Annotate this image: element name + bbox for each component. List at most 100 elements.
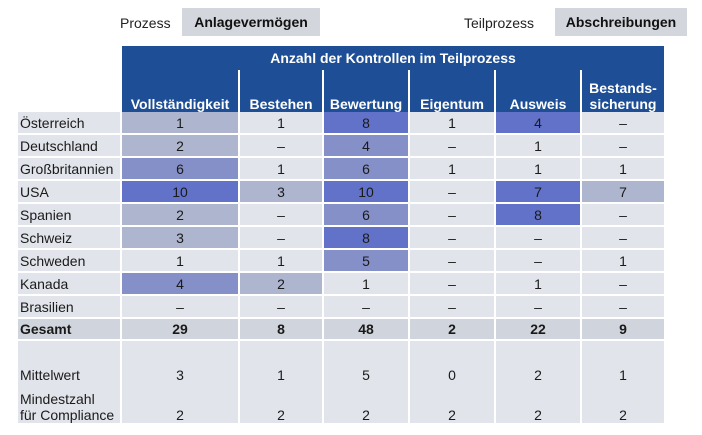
row-label: Kanada [18,273,120,296]
table-cell: – [408,204,494,227]
column-header-line2: Eigentum [420,96,484,112]
table-cell: 7 [494,181,580,204]
mindestzahl-value: 2 [277,407,285,423]
table-cell: – [580,273,664,296]
table-cell: – [408,227,494,250]
table-cell: – [120,296,238,319]
column-header: Vollständigkeit [120,70,238,112]
table-cell: – [580,296,664,319]
row-label: USA [18,181,120,204]
mindestzahl-value: 2 [448,407,456,423]
table-cell: 2 [120,204,238,227]
stats-row: Mittelwert Mindestzahl für Compliance 3 2 1 2 5… [18,341,664,423]
table-cell: 8 [494,204,580,227]
table-cell: 1 [322,273,408,296]
table-cell: – [494,250,580,273]
row-label: Deutschland [18,135,120,158]
mindestzahl-label-1: Mindestzahl [20,391,95,407]
table-cell: 1 [238,112,322,135]
mittelwert-value: 0 [448,367,456,383]
row-label: Brasilien [18,296,120,319]
table-cell: – [580,227,664,250]
mittelwert-value: 1 [277,367,285,383]
table-cell: – [494,296,580,319]
column-header-line2: Bestehen [249,96,313,112]
table-row: Brasilien – – – – – – [18,296,664,319]
stats-spacer [496,383,580,407]
table-cell: 1 [238,250,322,273]
column-header-line2: Ausweis [509,96,567,112]
table-row: Großbritannien 6 1 6 1 1 1 [18,158,664,181]
table-cell: 2 [238,273,322,296]
table-row: Schweden 1 1 5– –1 [18,250,664,273]
column-header-blank [18,70,120,112]
header-blank [18,46,120,70]
table-cell: 1 [120,250,238,273]
stats-spacer [122,383,238,407]
table-row: USA 10 3 10–7 7 [18,181,664,204]
prozess-value: Anlagevermögen [182,8,320,36]
stats-gap [240,341,322,367]
table-cell: 8 [322,112,408,135]
mittelwert-value: 3 [176,367,184,383]
table-cell: 10 [322,181,408,204]
table-cell: 1 [580,250,664,273]
mindestzahl-value: 2 [362,407,370,423]
table-row: Kanada 4 2 1–1– [18,273,664,296]
column-header: Bestehen [238,70,322,112]
table-cell: 1 [494,273,580,296]
total-cell: 2 [408,319,494,341]
table-cell: – [322,296,408,319]
column-header-line2: Vollständigkeit [130,96,230,112]
table-cell: 8 [322,227,408,250]
table-cell: – [580,112,664,135]
stats-spacer [324,383,408,407]
teilprozess-value: Abschreibungen [555,8,687,36]
stats-spacer [240,383,322,407]
table-cell: – [408,273,494,296]
controls-table: Anzahl der Kontrollen im Teilprozess Vol… [18,46,664,423]
teilprozess-label: Teilprozess [464,15,535,31]
total-row: Gesamt 29 8 48 2 22 9 [18,319,664,341]
table-cell: – [238,204,322,227]
table-row: Deutschland 2–4–1– [18,135,664,158]
table-cell: 3 [120,227,238,250]
total-cell: 9 [580,319,664,341]
table-row: Spanien 2–6–8– [18,204,664,227]
table-cell: – [238,296,322,319]
table-cell: 1 [408,158,494,181]
table-cell: 4 [322,135,408,158]
table-cell: – [494,227,580,250]
mittelwert-value: 2 [534,367,542,383]
mindestzahl-label-2: für Compliance [20,407,115,423]
table-cell: – [408,181,494,204]
total-cell: 22 [494,319,580,341]
row-label: Großbritannien [18,158,120,181]
column-header-line2: Bewertung [329,96,403,112]
column-header-line1: Bestands- [589,80,657,96]
table-cell: – [408,135,494,158]
stats-gap [496,341,580,367]
table-cell: 4 [494,112,580,135]
prozess-label: Prozess [120,15,171,31]
stats-spacer [410,383,494,407]
table-cell: 2 [120,135,238,158]
table-cell: 1 [408,112,494,135]
column-header-line2: sicherung [589,96,657,112]
stats-spacer [20,383,120,391]
table-cell: – [580,135,664,158]
mittelwert-label: Mittelwert [20,367,80,383]
table-cell: – [238,227,322,250]
total-label: Gesamt [18,319,120,341]
table-cell: 6 [120,158,238,181]
mittelwert-value: 1 [619,367,627,383]
column-header: Bewertung [322,70,408,112]
total-cell: 48 [322,319,408,341]
table-cell: 1 [494,135,580,158]
stats-labels: Mittelwert Mindestzahl für Compliance [18,341,120,423]
